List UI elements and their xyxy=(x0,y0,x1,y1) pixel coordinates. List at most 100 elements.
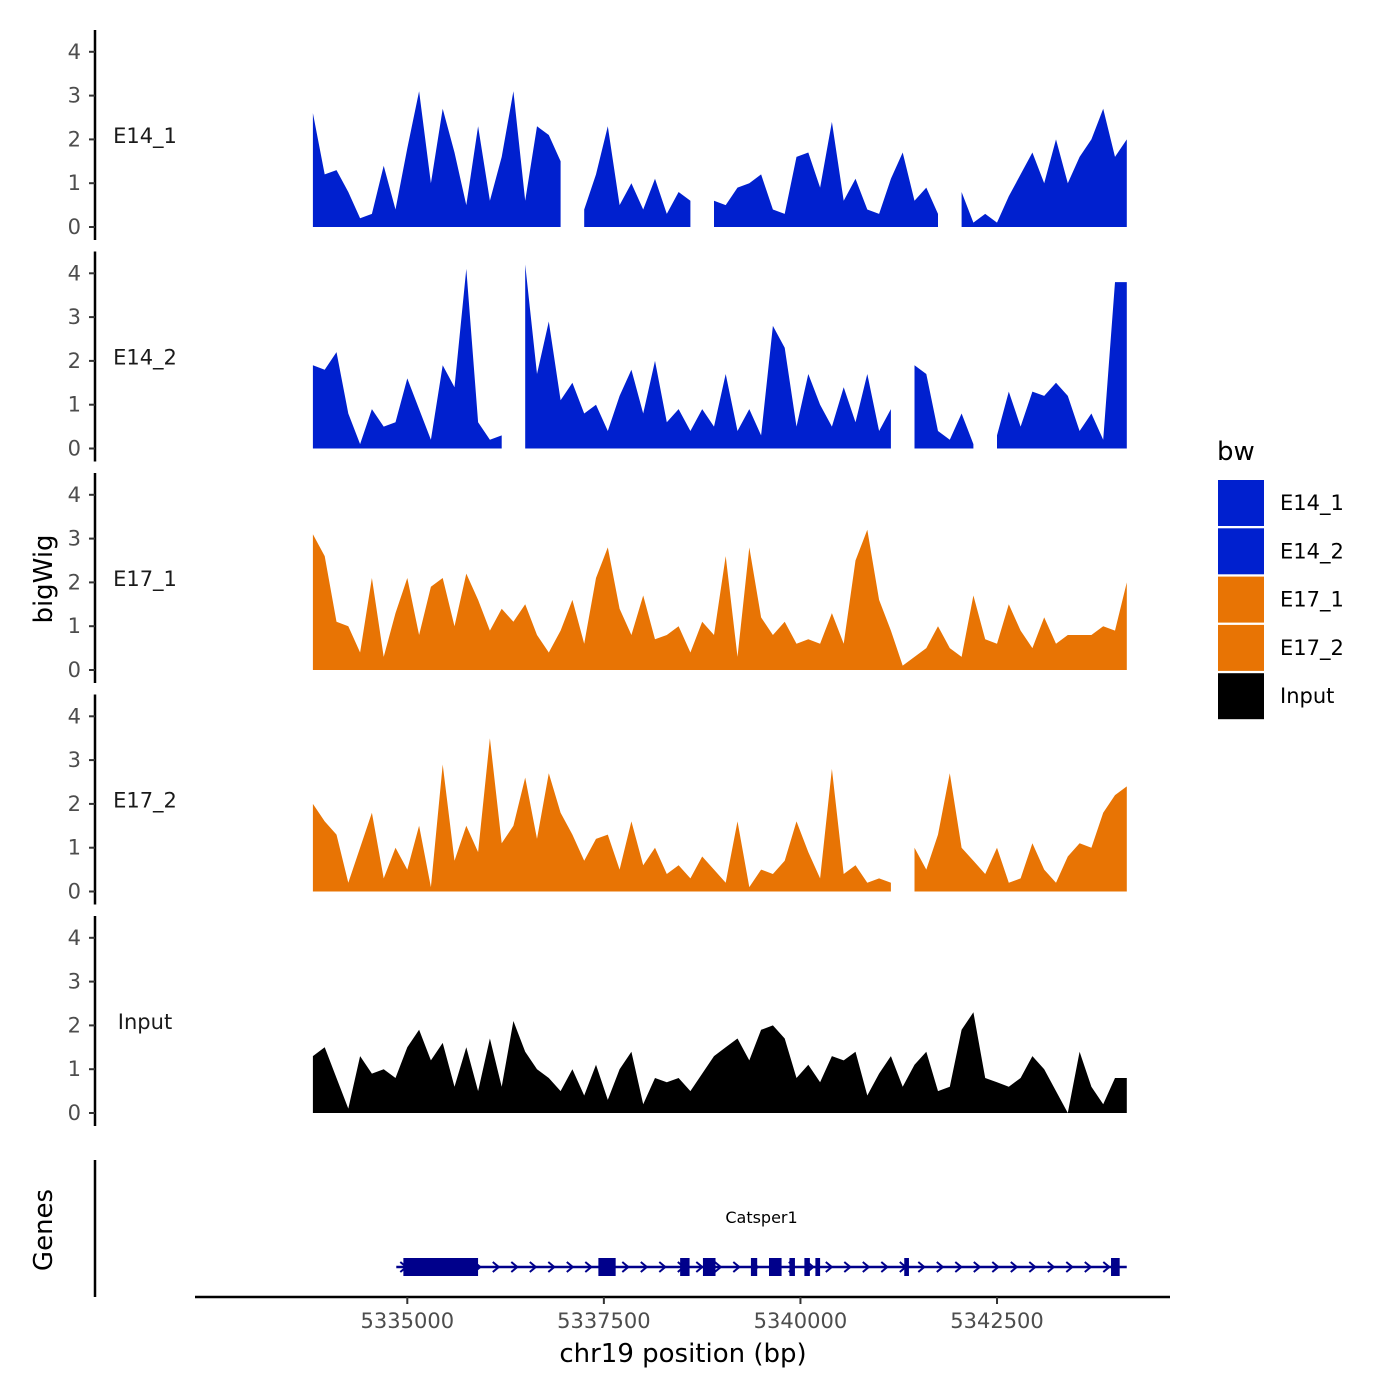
x-tick-label: 5337500 xyxy=(557,1309,651,1333)
genes-axis-title: Genes xyxy=(29,1189,59,1271)
gene-exon xyxy=(815,1258,821,1276)
x-tick-label: 5335000 xyxy=(361,1309,455,1333)
x-axis-title: chr19 position (bp) xyxy=(559,1339,806,1369)
strand-arrow xyxy=(825,1261,834,1273)
legend-swatch-e17-2 xyxy=(1218,624,1264,671)
strand-arrow xyxy=(862,1261,871,1273)
area-segment-e14-1 xyxy=(714,121,938,227)
gene-exon xyxy=(598,1258,616,1276)
strand-arrow xyxy=(584,1261,593,1273)
y-tick-label: 4 xyxy=(68,926,81,950)
strand-arrow xyxy=(732,1261,741,1273)
area-segment-e17-1 xyxy=(312,529,1127,670)
area-segment-e14-2 xyxy=(525,264,891,449)
legend-label-e14-1: E14_1 xyxy=(1280,491,1344,516)
strand-arrow xyxy=(1047,1261,1056,1273)
track-label: E17_1 xyxy=(113,567,177,592)
strand-arrow xyxy=(510,1261,519,1273)
y-tick-label: 0 xyxy=(68,215,81,239)
area-segment-e14-2 xyxy=(312,268,502,449)
y-tick-label: 2 xyxy=(68,349,81,373)
gene-exon xyxy=(702,1258,716,1276)
y-tick-label: 4 xyxy=(68,40,81,64)
y-tick-label: 1 xyxy=(68,171,81,195)
y-tick-label: 3 xyxy=(68,84,81,108)
legend-swatch-e14-1 xyxy=(1218,480,1264,526)
gene-panel: Catsper1 xyxy=(93,1160,1127,1297)
track-label: Input xyxy=(118,1010,172,1034)
strand-arrow xyxy=(843,1261,852,1273)
strand-arrow xyxy=(695,1261,704,1273)
y-tick-label: 1 xyxy=(68,614,81,638)
track-e14-1: 0 1 2 3 4 E14_1 xyxy=(68,30,1127,240)
gene-exon xyxy=(403,1258,479,1276)
legend-label-e17-2: E17_2 xyxy=(1280,636,1344,661)
legend-swatch-e17-1 xyxy=(1218,576,1264,623)
y-tick-label: 0 xyxy=(68,880,81,904)
gene-name-label: Catsper1 xyxy=(725,1208,797,1227)
strand-arrow xyxy=(1084,1261,1093,1273)
gene-exon xyxy=(750,1258,758,1276)
strand-arrow xyxy=(1010,1261,1019,1273)
area-segment-e17-2 xyxy=(312,738,891,892)
y-tick-label: 4 xyxy=(68,483,81,507)
strand-arrow xyxy=(529,1261,538,1273)
y-tick-label: 3 xyxy=(68,748,81,772)
area-segment-e17-2 xyxy=(914,773,1127,892)
legend: bw E14_1 E14_2 E17_1 E17_2 Input xyxy=(1217,437,1344,720)
y-tick-label: 4 xyxy=(68,704,81,728)
x-tick-label: 5340000 xyxy=(754,1309,848,1333)
y-tick-label: 0 xyxy=(68,658,81,682)
y-tick-label: 0 xyxy=(68,437,81,461)
gene-exon xyxy=(1111,1258,1120,1276)
strand-arrow xyxy=(547,1261,556,1273)
y-tick-label: 0 xyxy=(68,1101,81,1125)
strand-arrow xyxy=(880,1261,889,1273)
strand-arrow xyxy=(566,1261,575,1273)
track-e17-2: 0 1 2 3 4 E17_2 xyxy=(68,694,1127,905)
track-e17-1: 0 1 2 3 4 E17_1 xyxy=(68,473,1127,683)
y-tick-label: 2 xyxy=(68,1013,81,1037)
area-segment-e14-2 xyxy=(914,365,974,449)
gene-exon xyxy=(804,1258,810,1276)
strand-arrow xyxy=(1065,1261,1074,1273)
y-tick-label: 2 xyxy=(68,792,81,816)
area-segment-input xyxy=(312,1012,1127,1113)
strand-arrow xyxy=(973,1261,982,1273)
strand-arrow xyxy=(1028,1261,1037,1273)
y-tick-label: 1 xyxy=(68,1057,81,1081)
legend-title: bw xyxy=(1217,437,1255,467)
area-segment-e14-1 xyxy=(312,91,561,227)
strand-arrow xyxy=(917,1261,926,1273)
y-tick-label: 2 xyxy=(68,127,81,151)
gene-exon xyxy=(904,1258,909,1276)
strand-arrow xyxy=(714,1261,723,1273)
y-tick-label: 3 xyxy=(68,527,81,551)
area-segment-e14-1 xyxy=(584,126,691,227)
legend-swatch-input xyxy=(1218,673,1264,720)
track-input: 0 1 2 3 4 Input xyxy=(68,916,1127,1126)
track-label: E14_1 xyxy=(113,124,177,149)
track-label: E17_2 xyxy=(113,789,177,814)
x-axis: 5335000 5337500 5340000 5342500 xyxy=(195,1295,1170,1333)
strand-arrow xyxy=(954,1261,963,1273)
area-segment-e14-1 xyxy=(961,108,1127,227)
strand-arrow xyxy=(492,1261,501,1273)
area-segment-e14-2 xyxy=(997,282,1127,449)
legend-label-e14-2: E14_2 xyxy=(1280,539,1344,564)
track-e14-2: 0 1 2 3 4 E14_2 xyxy=(68,251,1127,462)
gene-exon xyxy=(680,1258,690,1276)
track-label: E14_2 xyxy=(113,346,177,371)
y-tick-label: 1 xyxy=(68,393,81,417)
y-tick-label: 2 xyxy=(68,570,81,594)
y-tick-label: 4 xyxy=(68,261,81,285)
x-tick-label: 5342500 xyxy=(950,1309,1044,1333)
legend-label-e17-1: E17_1 xyxy=(1280,588,1344,613)
y-axis-title: bigWig xyxy=(29,534,59,623)
strand-arrow xyxy=(936,1261,945,1273)
y-tick-label: 3 xyxy=(68,305,81,329)
bigwig-tracks: 0 1 2 3 4 E14_1 0 1 2 3 4 E14_2 0 1 2 3 4 E17_1 0 1 2 3 4 E17_2… xyxy=(68,30,1127,1126)
strand-arrow xyxy=(1102,1261,1111,1273)
y-tick-label: 1 xyxy=(68,836,81,860)
